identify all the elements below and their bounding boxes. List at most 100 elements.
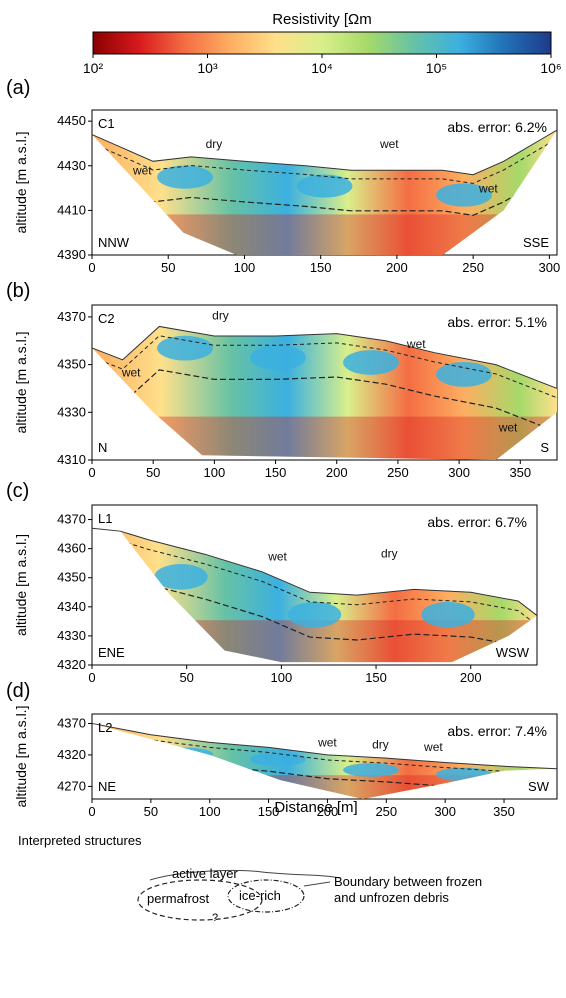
legend-pointer-line (303, 881, 331, 887)
panel-c2: 0 50 100 150 200 250 300 350 4310 4330 4350 4370 alt… (6, 280, 558, 480)
panel-letter: (c) (6, 480, 29, 502)
x-tick-label: 100 (204, 465, 226, 480)
annotation-dry: dry (212, 308, 229, 322)
y-tick-label: 4390 (57, 247, 86, 262)
annotation-wet: wet (423, 740, 443, 754)
ice-rich-zone (296, 174, 353, 198)
ice-rich-zone (154, 564, 208, 590)
y-tick-label: 4370 (57, 512, 86, 527)
legend-boundary-line1: Boundary between frozen (334, 874, 482, 889)
annotation-dry: dry (206, 137, 223, 151)
ice-rich-zone (250, 752, 306, 767)
y-tick-label: 4370 (57, 715, 86, 730)
y-tick-label: 4350 (57, 357, 86, 372)
y-tick-label: 4320 (57, 657, 86, 672)
y-axis-label: altitude [m a.s.l.] (13, 132, 29, 234)
active-layer-boundary (92, 138, 557, 184)
x-tick-label: 200 (317, 804, 339, 819)
panels: 0 50 100 150 200 250 300 4390 4410 4430 4450 altitu… (6, 77, 560, 819)
surface-line (91, 129, 558, 176)
legend-active-layer-line (149, 869, 341, 881)
direction-right: WSW (496, 645, 530, 660)
ice-rich-zone (436, 361, 492, 387)
legend-title: Interpreted structures (18, 833, 142, 848)
y-axis-label: altitude [m a.s.l.] (13, 332, 29, 434)
colorbar-tick-label: 10³ (197, 60, 218, 76)
x-tick-label: 0 (88, 670, 95, 685)
ice-rich-zone (436, 183, 492, 207)
colorbar-tick-label: 10⁶ (540, 60, 561, 76)
profile-name: L2 (98, 720, 112, 735)
legend-active-layer: active layer (172, 866, 238, 881)
x-tick-label: 350 (493, 804, 515, 819)
x-tick-label: 0 (88, 804, 95, 819)
y-tick-label: 4270 (57, 778, 86, 793)
active-layer-boundary (92, 728, 557, 775)
legend-permafrost-outline (137, 879, 263, 921)
annotation-wet: wet (379, 137, 399, 151)
annotation-dry: dry (381, 546, 398, 560)
colorbar: Resistivity [Ωm 10² 10³ 10⁴ 10⁵ 10⁶ (83, 11, 562, 76)
colorbar-ticks: 10² 10³ 10⁴ 10⁵ 10⁶ (83, 54, 562, 76)
x-tick-label: 0 (88, 260, 95, 275)
direction-left: NNW (98, 235, 130, 250)
profile-name: C2 (98, 311, 115, 326)
panel-c1: 0 50 100 150 200 250 300 4390 4410 4430 4450 altitu… (6, 77, 560, 275)
x-tick-label: 50 (144, 804, 158, 819)
x-tick-label: 250 (387, 465, 409, 480)
x-tick-label: 0 (88, 465, 95, 480)
annotation-wet: wet (498, 420, 518, 434)
profile-name: C1 (98, 116, 115, 131)
panel-l2: 0 50 100 150 200 250 300 350 4270 4320 4370 altitud… (6, 680, 558, 819)
x-tick-label: 300 (539, 260, 561, 275)
direction-right: SW (528, 779, 550, 794)
x-tick-label: 300 (434, 804, 456, 819)
panel-letter: (d) (6, 680, 30, 702)
y-axis-label: altitude [m a.s.l.] (13, 534, 29, 636)
annotation-wet: wet (406, 337, 426, 351)
y-tick-label: 4370 (57, 309, 86, 324)
annotation-wet: wet (478, 182, 498, 196)
frozen-boundary (92, 746, 557, 794)
error-text: abs. error: 6.2% (447, 119, 547, 135)
y-tick-label: 4310 (57, 452, 86, 467)
annotation-wet: wet (267, 549, 287, 563)
annotation-wet: wet (317, 736, 337, 750)
x-tick-label: 350 (509, 465, 531, 480)
direction-left: N (98, 440, 107, 455)
y-tick-label: 4450 (57, 113, 86, 128)
direction-right: SSE (523, 235, 549, 250)
ice-rich-zone (250, 345, 306, 371)
panel-l1: 0 50 100 150 200 4320 4330 4340 4350 4360 4370 alti… (6, 480, 538, 685)
x-tick-label: 300 (448, 465, 470, 480)
ice-rich-zone (287, 601, 342, 628)
y-tick-label: 4350 (57, 570, 86, 585)
x-tick-label: 200 (386, 260, 408, 275)
surface-line (91, 722, 558, 770)
y-tick-label: 4430 (57, 158, 86, 173)
ice-rich-zone (421, 601, 475, 628)
resistivity-section (92, 326, 557, 460)
annotation-wet: wet (121, 366, 141, 380)
x-tick-label: 50 (161, 260, 175, 275)
y-tick-label: 4340 (57, 599, 86, 614)
ice-rich-zone (157, 165, 213, 189)
legend-ice-rich-outline (227, 879, 305, 913)
error-text: abs. error: 7.4% (447, 723, 547, 739)
ice-rich-zone (343, 763, 399, 777)
colorbar-tick-label: 10² (83, 60, 104, 76)
x-tick-label: 100 (271, 670, 293, 685)
x-tick-label: 200 (460, 670, 482, 685)
y-tick-label: 4320 (57, 747, 86, 762)
colorbar-gradient (92, 31, 552, 55)
legend-boundary-line2: and unfrozen debris (334, 890, 449, 905)
profile-name: L1 (98, 511, 112, 526)
panel-letter: (a) (6, 77, 30, 99)
error-text: abs. error: 6.7% (427, 514, 527, 530)
x-tick-label: 250 (375, 804, 397, 819)
direction-right: S (540, 440, 549, 455)
x-tick-label: 100 (199, 804, 221, 819)
ice-rich-zone (343, 350, 399, 375)
y-tick-label: 4410 (57, 202, 86, 217)
